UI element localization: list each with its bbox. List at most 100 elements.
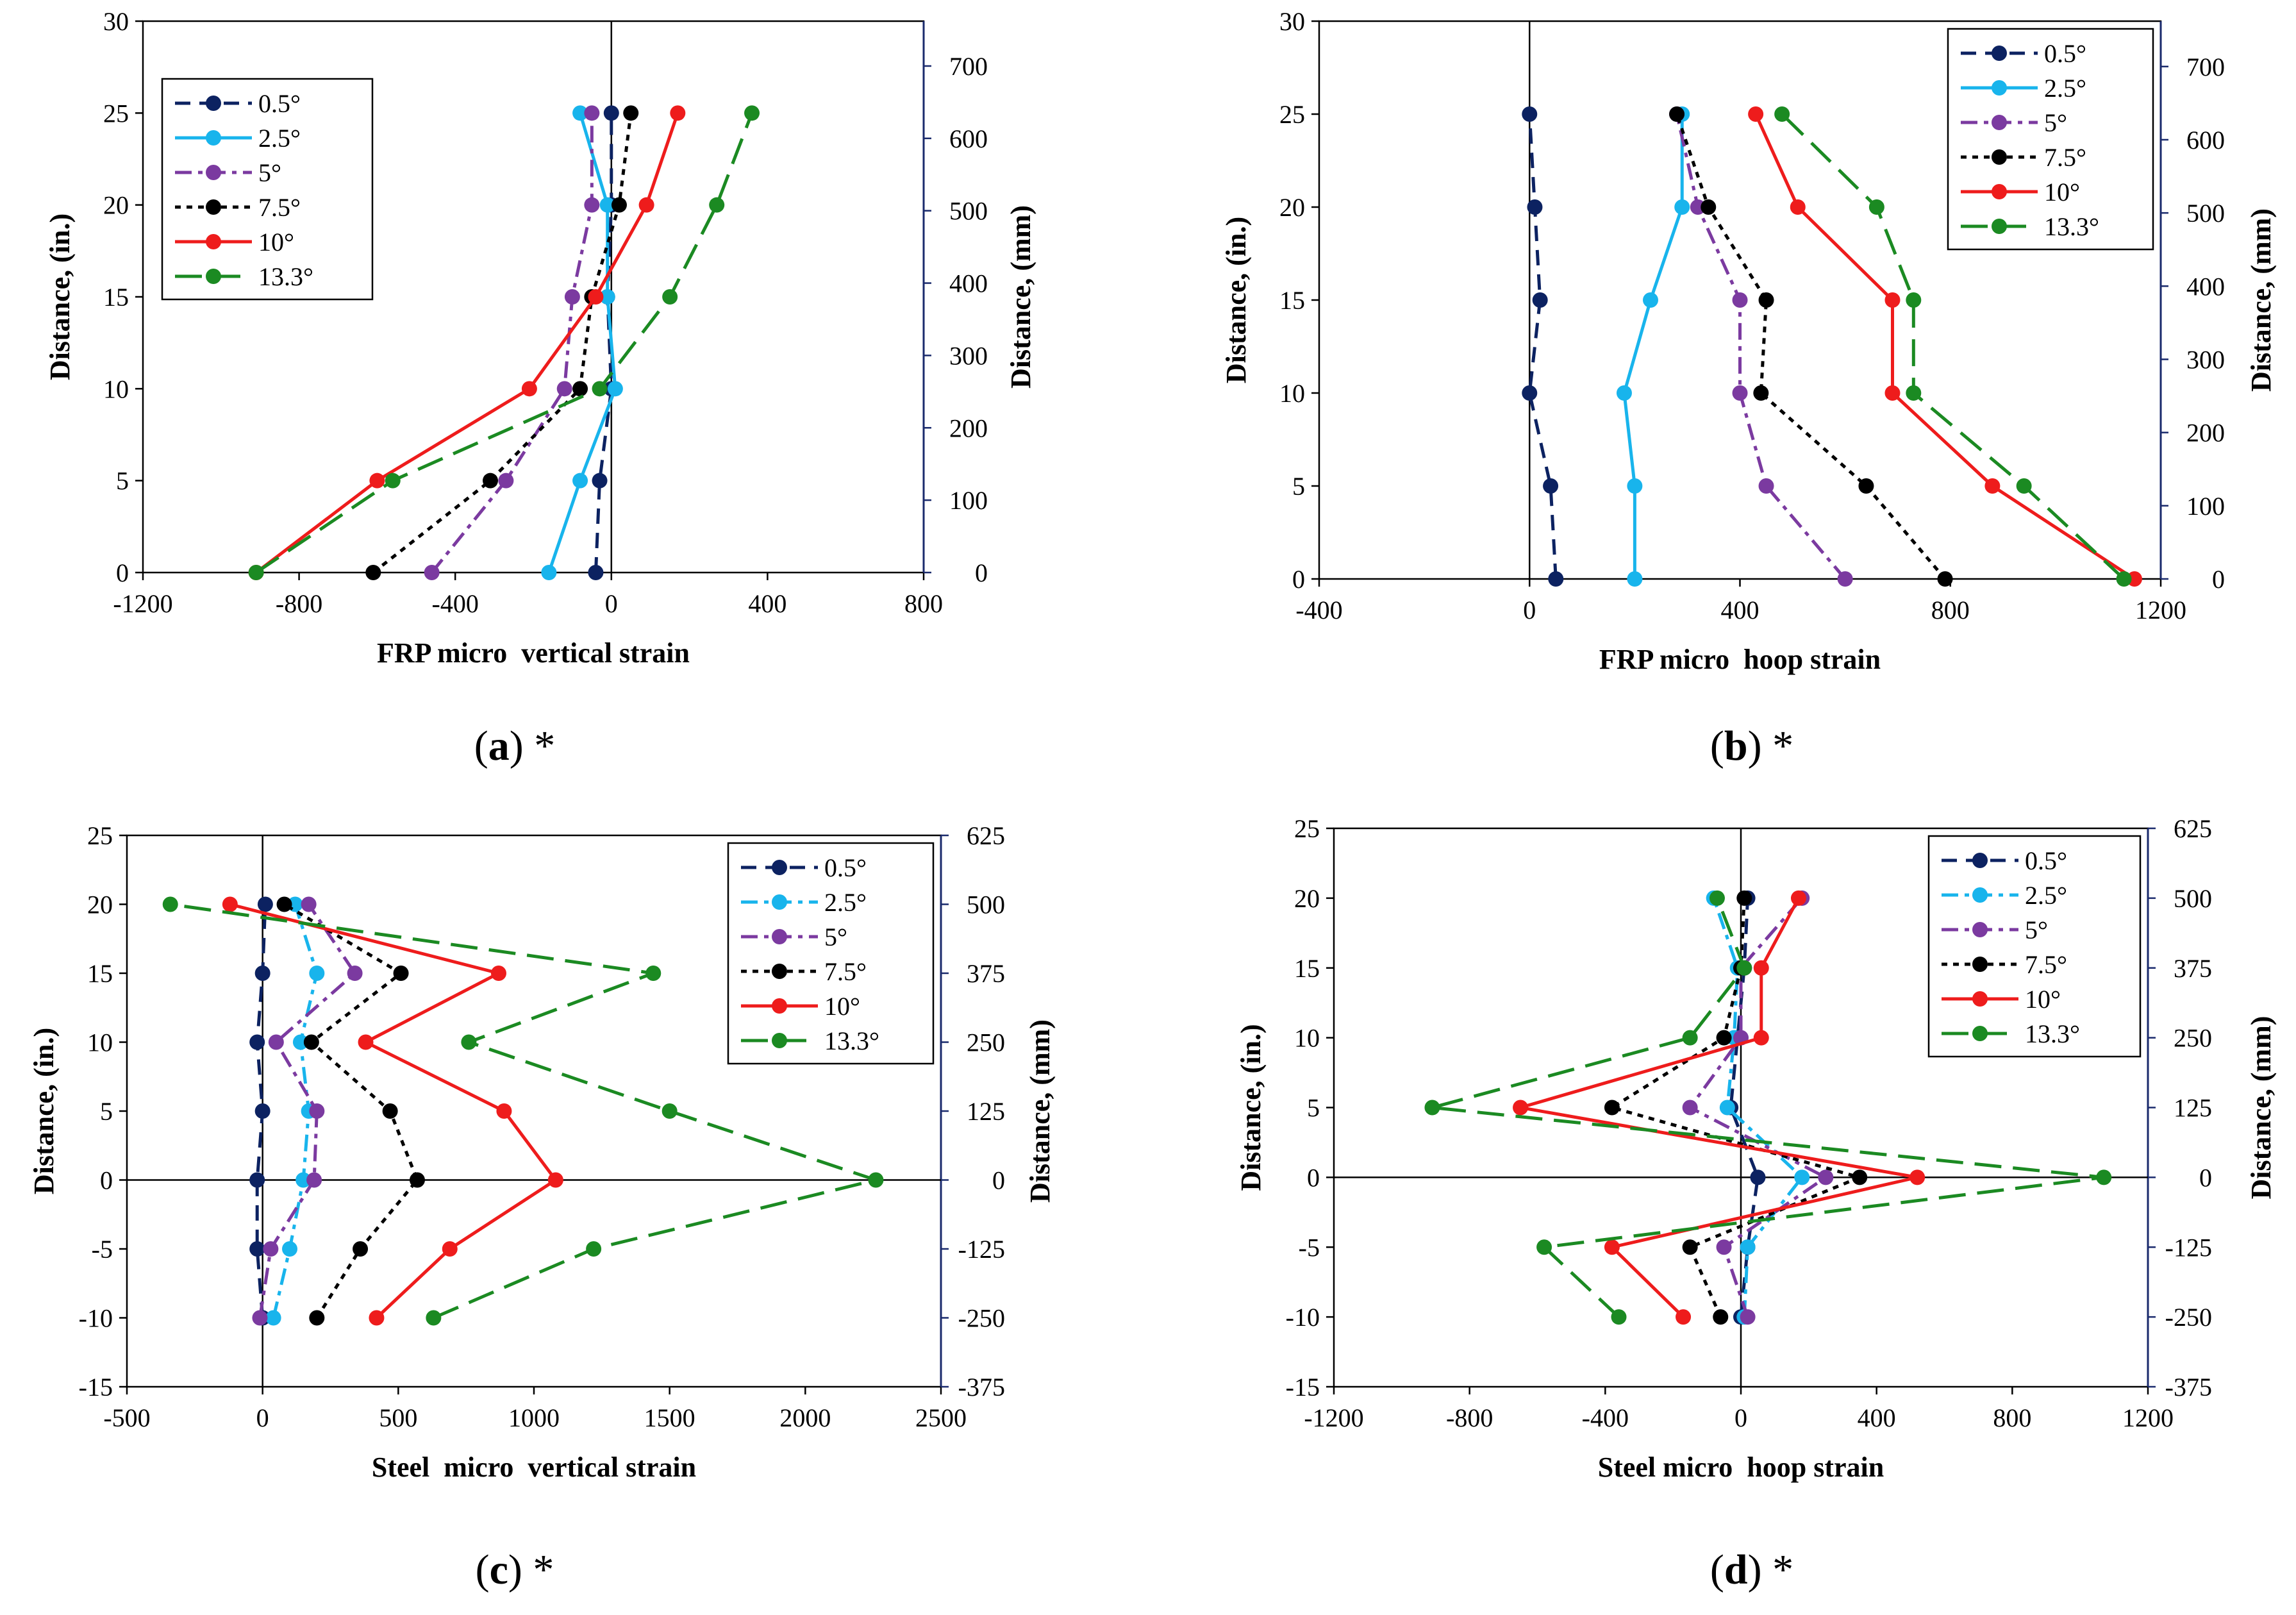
data-point: [1513, 1100, 1529, 1116]
data-point: [309, 966, 325, 981]
data-point: [1748, 106, 1764, 122]
legend-marker: [1992, 219, 2007, 234]
y2-tick-label: 500: [949, 197, 988, 226]
legend-box: [161, 78, 374, 301]
data-point: [1674, 199, 1690, 215]
x-tick-label: 2000: [779, 1403, 831, 1432]
data-point: [2116, 571, 2132, 587]
y-tick-label: 10: [87, 1028, 113, 1057]
series-b-4: [1748, 106, 2142, 587]
data-point: [385, 473, 401, 489]
data-point: [547, 1172, 563, 1188]
caption-letter: b: [1724, 723, 1748, 769]
x-tick-label: 0: [256, 1403, 269, 1432]
caption-close: ) *: [1748, 1546, 1793, 1593]
y-tick-label: 5: [1307, 1094, 1320, 1123]
data-point: [490, 966, 506, 981]
series-a-2: [424, 105, 600, 580]
data-point: [744, 105, 760, 121]
chart-b: -400 0 400 800 12000510152025300100200300400…: [1220, 7, 2277, 769]
series-line: [1687, 897, 1829, 1318]
legend-box: [1927, 835, 2142, 1058]
y2-tick-label: 625: [2174, 814, 2212, 843]
caption: (d) *: [1710, 1546, 1793, 1593]
caption-letter: c: [490, 1546, 508, 1593]
data-point: [592, 473, 608, 489]
legend-label: 5°: [2044, 108, 2067, 137]
y2-axis-label: Distance, (mm): [1005, 205, 1036, 389]
data-point: [1627, 478, 1643, 494]
chart-d: -1200 -800 -400 0 400 800 1200 -15 -10 -5 0 5 10 15 20…: [1235, 814, 2277, 1593]
y2-tick-label: 400: [2186, 272, 2225, 301]
x-tick-label: 400: [1858, 1403, 1896, 1432]
data-point: [1604, 1239, 1620, 1255]
data-point: [1750, 1169, 1766, 1185]
data-point: [1604, 1100, 1620, 1116]
series-c-5: [162, 896, 884, 1326]
x-tick-label: -400: [432, 589, 479, 618]
legend-label: 5°: [2025, 916, 2048, 944]
data-point: [347, 966, 363, 981]
y-tick-label: 0: [1292, 565, 1305, 594]
legend-label: 10°: [2025, 985, 2061, 1014]
data-point: [496, 1103, 512, 1119]
legend: 0.5° 2.5° 5° 7.5° 10° 13.3°: [1947, 28, 2154, 251]
caption: (b) *: [1710, 723, 1793, 769]
legend-marker: [1992, 184, 2007, 199]
legend-marker: [206, 130, 221, 146]
data-point: [1527, 199, 1543, 215]
legend-label: 2.5°: [2025, 881, 2067, 910]
data-point: [263, 1241, 279, 1257]
data-point: [1837, 571, 1853, 587]
y2-tick-label: 500: [2186, 199, 2225, 228]
caption-open: (: [476, 1546, 490, 1593]
data-point: [599, 197, 615, 213]
legend-box: [1947, 28, 2154, 251]
y2-tick-label: 200: [2186, 419, 2225, 448]
y-tick-label: -15: [79, 1373, 113, 1402]
data-point: [1884, 385, 1901, 401]
data-point: [1732, 292, 1748, 308]
caption-open: (: [1710, 1546, 1724, 1593]
legend-label: 5°: [824, 923, 847, 951]
y-tick-label: 10: [103, 374, 129, 403]
y-tick-label: -10: [1286, 1303, 1320, 1332]
data-point: [1543, 478, 1559, 494]
x-tick-label: -800: [1446, 1403, 1493, 1432]
data-point: [265, 1310, 281, 1326]
data-point: [303, 1034, 319, 1050]
data-point: [252, 1310, 268, 1326]
data-point: [1937, 571, 1953, 587]
x-tick-label: 0: [1734, 1403, 1747, 1432]
series-line: [594, 113, 613, 573]
y-tick-label: 25: [1279, 100, 1305, 129]
data-point: [249, 1172, 265, 1188]
data-point: [306, 1172, 322, 1188]
x-axis-label: Steel micro vertical strain: [372, 1452, 696, 1483]
data-point: [1716, 1239, 1732, 1255]
data-point: [1669, 106, 1685, 122]
caption-close: ) *: [1748, 723, 1793, 769]
caption-close: ) *: [508, 1546, 554, 1593]
legend: 0.5° 2.5° 5° 7.5° 10° 13.3°: [161, 78, 374, 301]
series-b-1: [1616, 106, 1690, 587]
data-point: [249, 1034, 265, 1050]
legend-label: 2.5°: [258, 124, 301, 153]
legend-marker: [772, 964, 787, 979]
y2-tick-label: -125: [2165, 1233, 2212, 1262]
data-point: [424, 565, 440, 580]
y-tick-label: 15: [87, 959, 113, 988]
x-tick-label: 1200: [2122, 1403, 2174, 1432]
x-tick-label: 800: [904, 589, 943, 618]
x-tick-label: 1500: [644, 1403, 695, 1432]
data-point: [611, 197, 627, 213]
caption: (a) *: [474, 723, 555, 769]
legend-marker: [772, 860, 787, 875]
data-point: [1790, 199, 1806, 215]
series-b-3: [1669, 106, 1953, 587]
data-point: [586, 1241, 602, 1257]
legend-label: 13.3°: [2044, 212, 2099, 241]
legend-marker: [1972, 887, 1988, 903]
data-point: [282, 1241, 297, 1257]
y-tick-label: 30: [103, 7, 129, 36]
